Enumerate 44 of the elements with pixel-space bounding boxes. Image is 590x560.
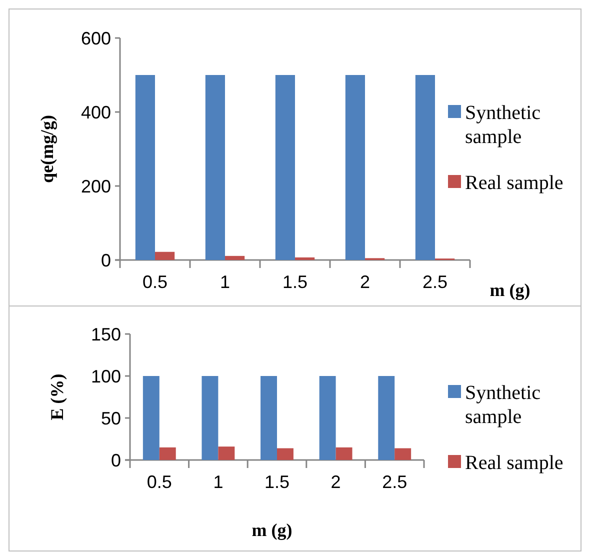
bar [378,376,395,460]
bar [336,447,352,460]
bar [135,75,155,260]
bar [277,448,294,460]
bar [202,376,218,460]
y-tick-label: 0 [100,250,111,270]
x-tick-label: 1.5 [282,272,308,292]
y-tick-label: 200 [80,176,111,196]
bar [394,448,412,460]
y-tick-label: 100 [90,366,121,386]
bar [142,376,160,460]
y-axis-title: E (%) [47,374,67,420]
bar [415,75,435,260]
bar [218,446,235,460]
x-tick-label: 2 [330,472,341,492]
x-tick-label: 2 [360,272,370,292]
x-tick-label: 1 [220,272,230,292]
bar [319,376,336,460]
x-tick-label: 1.5 [264,472,290,492]
x-tick-label: 0.5 [142,272,168,292]
bar [345,75,365,260]
x-tick-label: 1 [213,472,224,492]
x-tick-label: 2.5 [382,472,408,492]
bar [205,75,225,260]
x-tick-label: 2.5 [422,272,448,292]
bar [275,75,295,260]
x-tick-label: 0.5 [146,472,172,492]
y-tick-label: 600 [80,28,111,48]
bar [260,376,277,460]
bar [295,257,315,260]
y-tick-label: 50 [100,408,121,428]
x-axis-title: m (g) [490,280,530,300]
y-axis-title: qe(mg/g) [37,115,57,183]
x-axis-title: m (g) [252,520,292,540]
legend-label: Real sample [465,452,564,474]
y-tick-label: 400 [80,102,111,122]
y-tick-label: 150 [90,324,121,344]
bar [155,252,175,260]
bar [225,256,245,260]
y-tick-label: 0 [110,450,121,470]
legend-label: Real sample [465,172,564,194]
legend-label: Synthetic sample [465,102,541,148]
bar [159,447,176,460]
legend-label: Synthetic sample [465,382,541,428]
